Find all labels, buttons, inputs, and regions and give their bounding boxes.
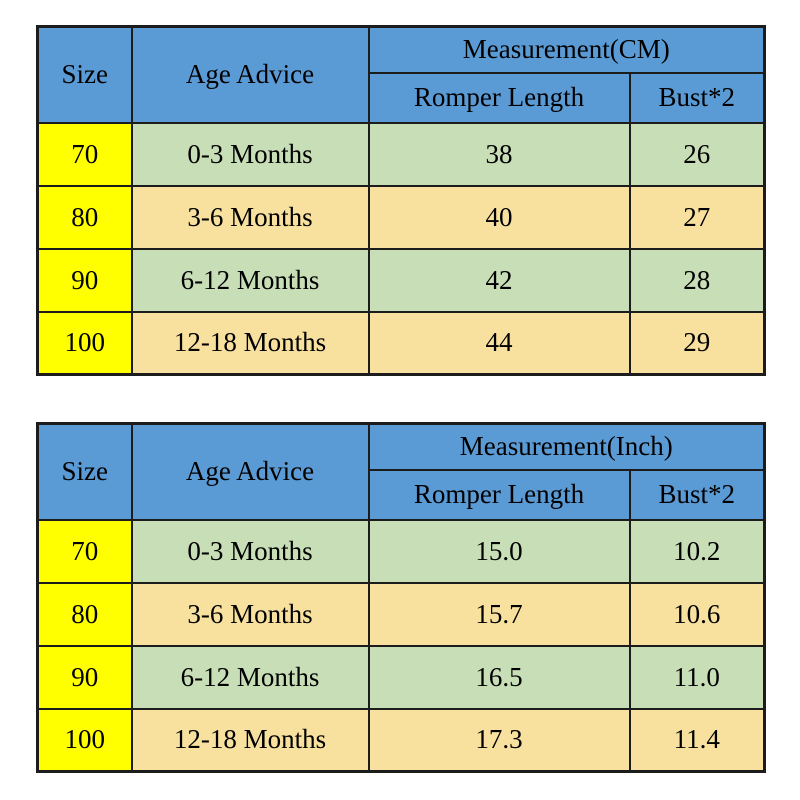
- header-age-advice: Age Advice: [130, 25, 370, 124]
- header-romper-length: Romper Length: [367, 71, 631, 124]
- table-subheader-row: Romper Length Bust*2: [38, 71, 766, 124]
- bust-cell: 11.0: [628, 644, 766, 710]
- bust-cell: 10.2: [628, 518, 766, 584]
- size-chart-cm-table: Size Age Advice Measurement(CM) Romper L…: [36, 25, 767, 376]
- romper-length-cell: 38: [367, 121, 631, 187]
- size-cell: 70: [36, 518, 133, 584]
- romper-length-cell: 44: [367, 310, 631, 376]
- header-romper-length: Romper Length: [367, 468, 631, 521]
- size-cell: 90: [36, 247, 133, 313]
- header-size: Size: [36, 422, 133, 521]
- age-cell: 3-6 Months: [130, 184, 370, 250]
- size-cell: 80: [36, 581, 133, 647]
- age-cell: 12-18 Months: [130, 707, 370, 773]
- romper-length-cell: 17.3: [367, 707, 631, 773]
- header-bust: Bust*2: [628, 71, 766, 124]
- table-row: 100 12-18 Months 44 29: [36, 310, 766, 376]
- romper-length-cell: 15.0: [367, 518, 631, 584]
- age-cell: 0-3 Months: [130, 121, 370, 187]
- table-header-row: Size Age Advice Measurement(CM): [36, 25, 766, 124]
- romper-length-cell: 15.7: [367, 581, 631, 647]
- romper-length-cell: 40: [367, 184, 631, 250]
- size-cell: 80: [36, 184, 133, 250]
- age-cell: 12-18 Months: [130, 310, 370, 376]
- bust-cell: 10.6: [628, 581, 766, 647]
- header-age-advice: Age Advice: [130, 422, 370, 521]
- bust-cell: 27: [628, 184, 766, 250]
- size-cell: 70: [36, 121, 133, 187]
- size-cell: 90: [36, 644, 133, 710]
- age-cell: 0-3 Months: [130, 518, 370, 584]
- table-row: 100 12-18 Months 17.3 11.4: [36, 707, 766, 773]
- romper-length-cell: 16.5: [367, 644, 631, 710]
- header-size: Size: [36, 25, 133, 124]
- age-cell: 6-12 Months: [130, 644, 370, 710]
- romper-length-cell: 42: [367, 247, 631, 313]
- table-row: 80 3-6 Months 15.7 10.6: [36, 581, 766, 647]
- size-chart-inch-table: Size Age Advice Measurement(Inch) Romper…: [36, 422, 766, 773]
- header-bust: Bust*2: [628, 468, 766, 521]
- table-row: 80 3-6 Months 40 27: [36, 184, 766, 250]
- bust-cell: 26: [628, 121, 766, 187]
- table-row: 70 0-3 Months 15.0 10.2: [36, 518, 766, 584]
- bust-cell: 29: [628, 310, 766, 376]
- age-cell: 6-12 Months: [130, 247, 370, 313]
- table-header-row: Size Age Advice Measurement(Inch): [36, 422, 766, 521]
- table-row: 90 6-12 Months 42 28: [36, 247, 766, 313]
- table-subheader-row: Romper Length Bust*2: [38, 468, 766, 521]
- table-row: 90 6-12 Months 16.5 11.0: [36, 644, 766, 710]
- table-row: 70 0-3 Months 38 26: [36, 121, 766, 187]
- header-measurement-cm: Measurement(CM): [367, 25, 766, 74]
- size-cell: 100: [36, 310, 133, 376]
- bust-cell: 28: [628, 247, 766, 313]
- size-cell: 100: [36, 707, 133, 773]
- header-measurement-inch: Measurement(Inch): [367, 422, 766, 471]
- bust-cell: 11.4: [628, 707, 766, 773]
- age-cell: 3-6 Months: [130, 581, 370, 647]
